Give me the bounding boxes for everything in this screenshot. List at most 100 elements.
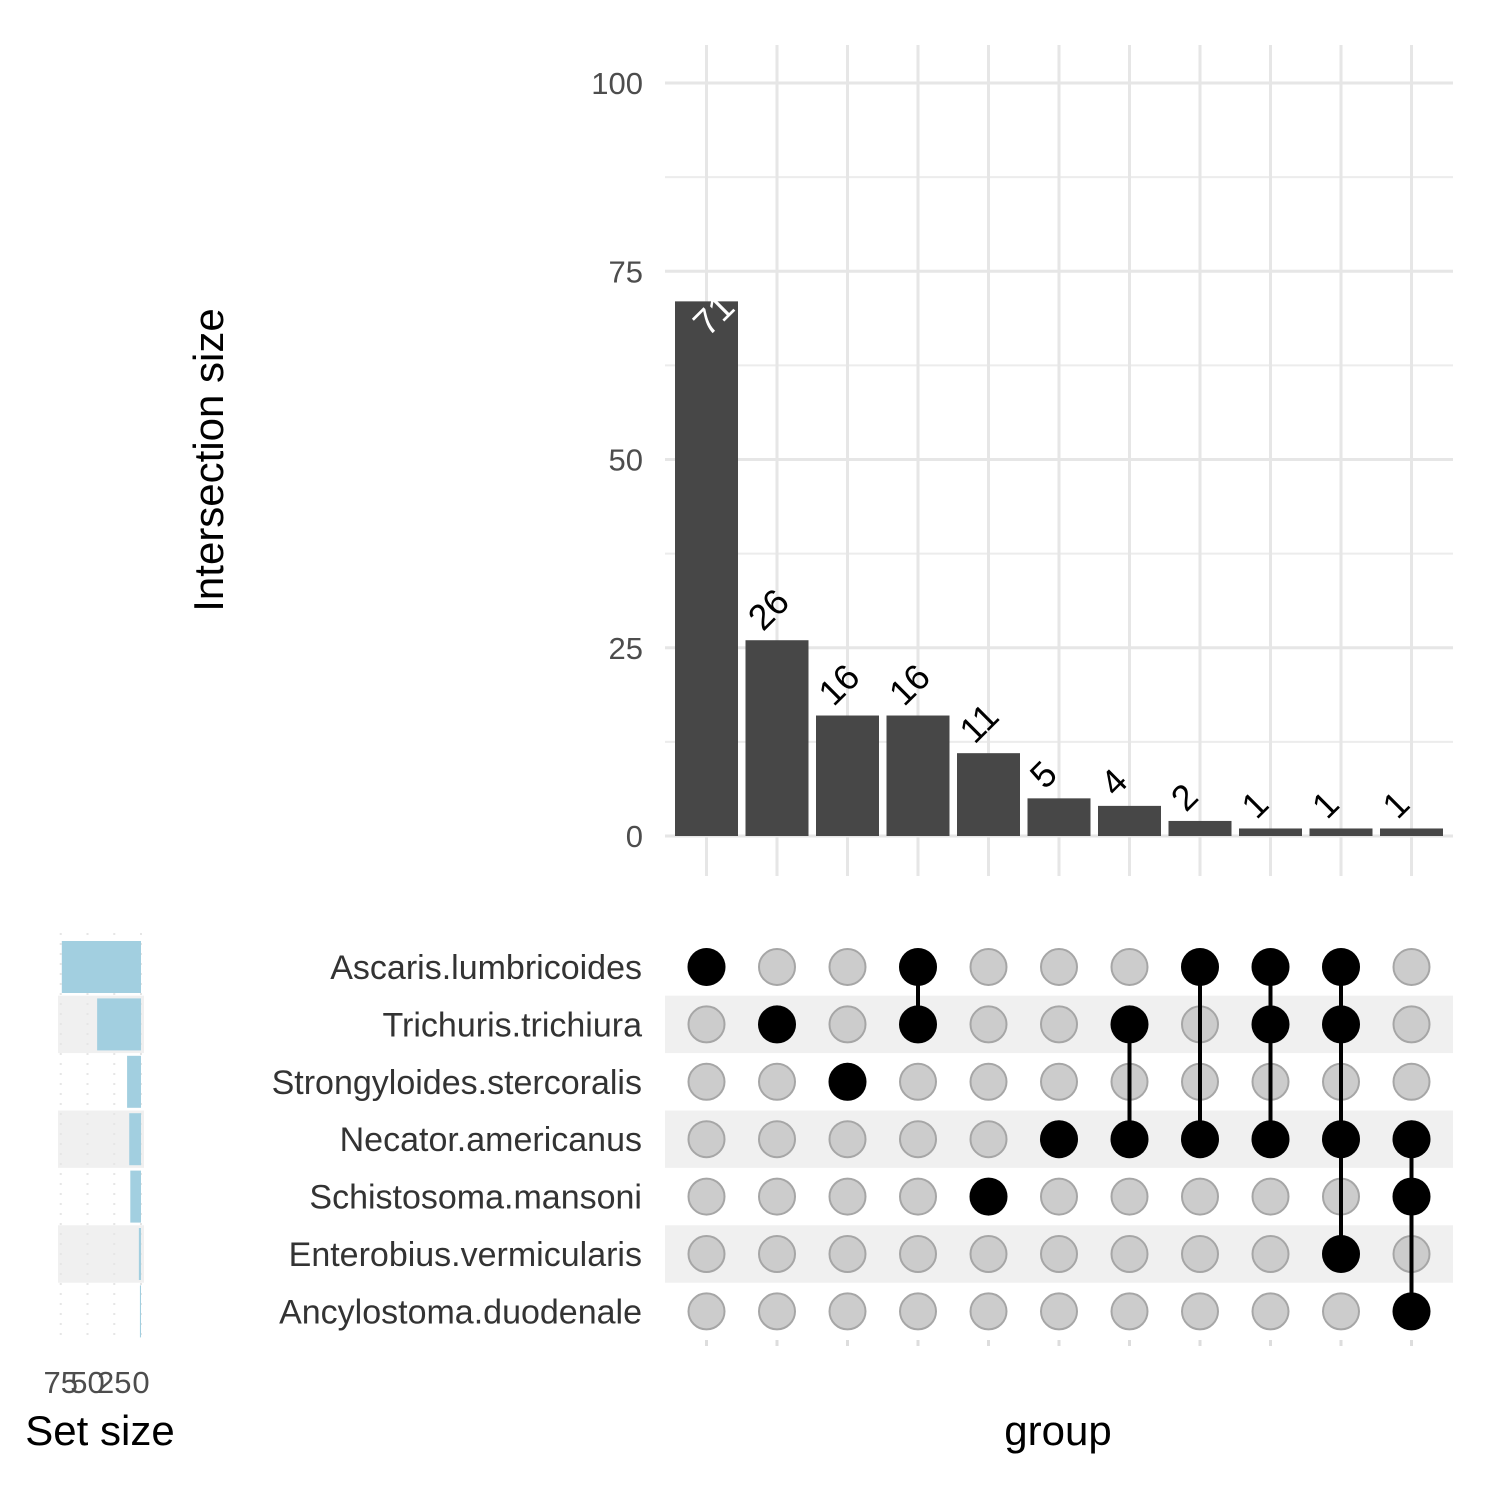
inactive-set-dot: [899, 1120, 937, 1159]
active-set-dot: [1181, 1120, 1219, 1159]
set-name-label: Trichuris.trichiura: [383, 1006, 643, 1044]
inactive-set-dot: [899, 1292, 937, 1331]
inactive-set-dot: [969, 948, 1008, 986]
inactive-set-dot: [1040, 1062, 1078, 1101]
inactive-set-dot: [1181, 1177, 1219, 1216]
active-set-dot: [1322, 1120, 1360, 1159]
inactive-set-dot: [828, 1177, 867, 1216]
inactive-set-dot: [1040, 948, 1078, 986]
set-size-bar: [97, 998, 141, 1051]
inactive-set-dot: [758, 948, 796, 986]
inactive-set-dot: [828, 1005, 867, 1044]
inactive-set-dot: [758, 1177, 796, 1216]
y-tick-label: 0: [626, 819, 643, 854]
set-row-stripe: [58, 1225, 144, 1283]
inactive-set-dot: [758, 1120, 796, 1159]
inactive-set-dot: [687, 1120, 726, 1159]
inactive-set-dot: [1110, 948, 1149, 986]
inactive-set-dot: [969, 1292, 1008, 1331]
inactive-set-dot: [687, 1235, 726, 1273]
y-tick-label: 75: [609, 254, 643, 289]
active-set-dot: [1110, 1005, 1149, 1044]
inactive-set-dot: [1110, 1292, 1149, 1331]
bar-value-label: 26: [740, 581, 797, 638]
active-set-dot: [1181, 948, 1219, 986]
active-set-dot: [1322, 1005, 1360, 1044]
set-size-tick-label: 50: [70, 1365, 104, 1400]
set-size-tick-label: 25: [97, 1365, 131, 1400]
intersection-size-axis-title: Intersection size: [185, 308, 232, 611]
inactive-set-dot: [1110, 1177, 1149, 1216]
intersection-bar: [957, 753, 1020, 836]
set-name-label: Enterobius.vermicularis: [289, 1236, 642, 1274]
bar-value-label: 16: [881, 656, 938, 713]
inactive-set-dot: [1392, 1062, 1431, 1101]
active-set-dot: [1251, 948, 1290, 986]
set-size-tick-label: 0: [132, 1365, 149, 1400]
set-size-bar: [138, 1228, 141, 1280]
inactive-set-dot: [1040, 1177, 1078, 1216]
set-size-bar: [61, 941, 141, 993]
active-set-dot: [1392, 1120, 1431, 1159]
inactive-set-dot: [1251, 1292, 1290, 1331]
y-tick-label: 100: [591, 66, 643, 101]
inactive-set-dot: [758, 1292, 796, 1331]
group-axis-title: group: [1004, 1407, 1111, 1454]
inactive-set-dot: [969, 1235, 1008, 1273]
active-set-dot: [758, 1005, 796, 1044]
y-tick-label: 25: [609, 631, 643, 666]
intersection-bar: [1380, 828, 1443, 836]
intersection-bar: [1239, 828, 1302, 836]
intersection-bar: [816, 715, 879, 836]
set-name-label: Necator.americanus: [340, 1121, 642, 1159]
inactive-set-dot: [758, 1235, 796, 1273]
intersection-bar: [1098, 805, 1161, 836]
intersection-bar: [1027, 798, 1091, 836]
inactive-set-dot: [687, 1005, 726, 1044]
active-set-dot: [1110, 1120, 1149, 1159]
inactive-set-dot: [969, 1062, 1008, 1101]
inactive-set-dot: [828, 948, 867, 986]
inactive-set-dot: [828, 1120, 867, 1159]
inactive-set-dot: [687, 1177, 726, 1216]
active-set-dot: [1040, 1120, 1078, 1159]
inactive-set-dot: [969, 1120, 1008, 1159]
inactive-set-dot: [687, 1292, 726, 1331]
set-size-bar: [139, 1285, 141, 1338]
active-set-dot: [1392, 1292, 1431, 1331]
inactive-set-dot: [1251, 1177, 1290, 1216]
inactive-set-dot: [828, 1292, 867, 1331]
inactive-set-dot: [1040, 1005, 1078, 1044]
set-size-bar: [129, 1113, 141, 1166]
intersection-bar: [886, 715, 950, 836]
inactive-set-dot: [1110, 1235, 1149, 1273]
intersection-bar: [745, 640, 809, 836]
inactive-set-dot: [1040, 1235, 1078, 1273]
set-size-tick-label: 75: [44, 1365, 78, 1400]
y-tick-label: 50: [609, 443, 643, 478]
active-set-dot: [687, 948, 726, 986]
active-set-dot: [1392, 1177, 1431, 1216]
set-size-bar: [130, 1170, 141, 1223]
active-set-dot: [1322, 1235, 1360, 1273]
inactive-set-dot: [969, 1005, 1008, 1044]
set-name-label: Ascaris.lumbricoides: [330, 949, 642, 987]
inactive-set-dot: [828, 1235, 867, 1273]
inactive-set-dot: [1322, 1292, 1360, 1331]
intersection-bar: [675, 301, 738, 836]
inactive-set-dot: [687, 1062, 726, 1101]
inactive-set-dot: [1392, 1005, 1431, 1044]
active-set-dot: [899, 948, 937, 986]
inactive-set-dot: [758, 1062, 796, 1101]
inactive-set-dot: [1040, 1292, 1078, 1331]
set-size-axis-title: Set size: [25, 1407, 174, 1454]
active-set-dot: [899, 1005, 937, 1044]
bar-value-label: 16: [810, 656, 867, 713]
active-set-dot: [969, 1177, 1008, 1216]
set-name-label: Ancylostoma.duodenale: [279, 1293, 642, 1331]
intersection-matrix-panel: Ascaris.lumbricoides Trichuris.trichiura S…: [272, 948, 1453, 1346]
inactive-set-dot: [899, 1235, 937, 1273]
active-set-dot: [1251, 1005, 1290, 1044]
